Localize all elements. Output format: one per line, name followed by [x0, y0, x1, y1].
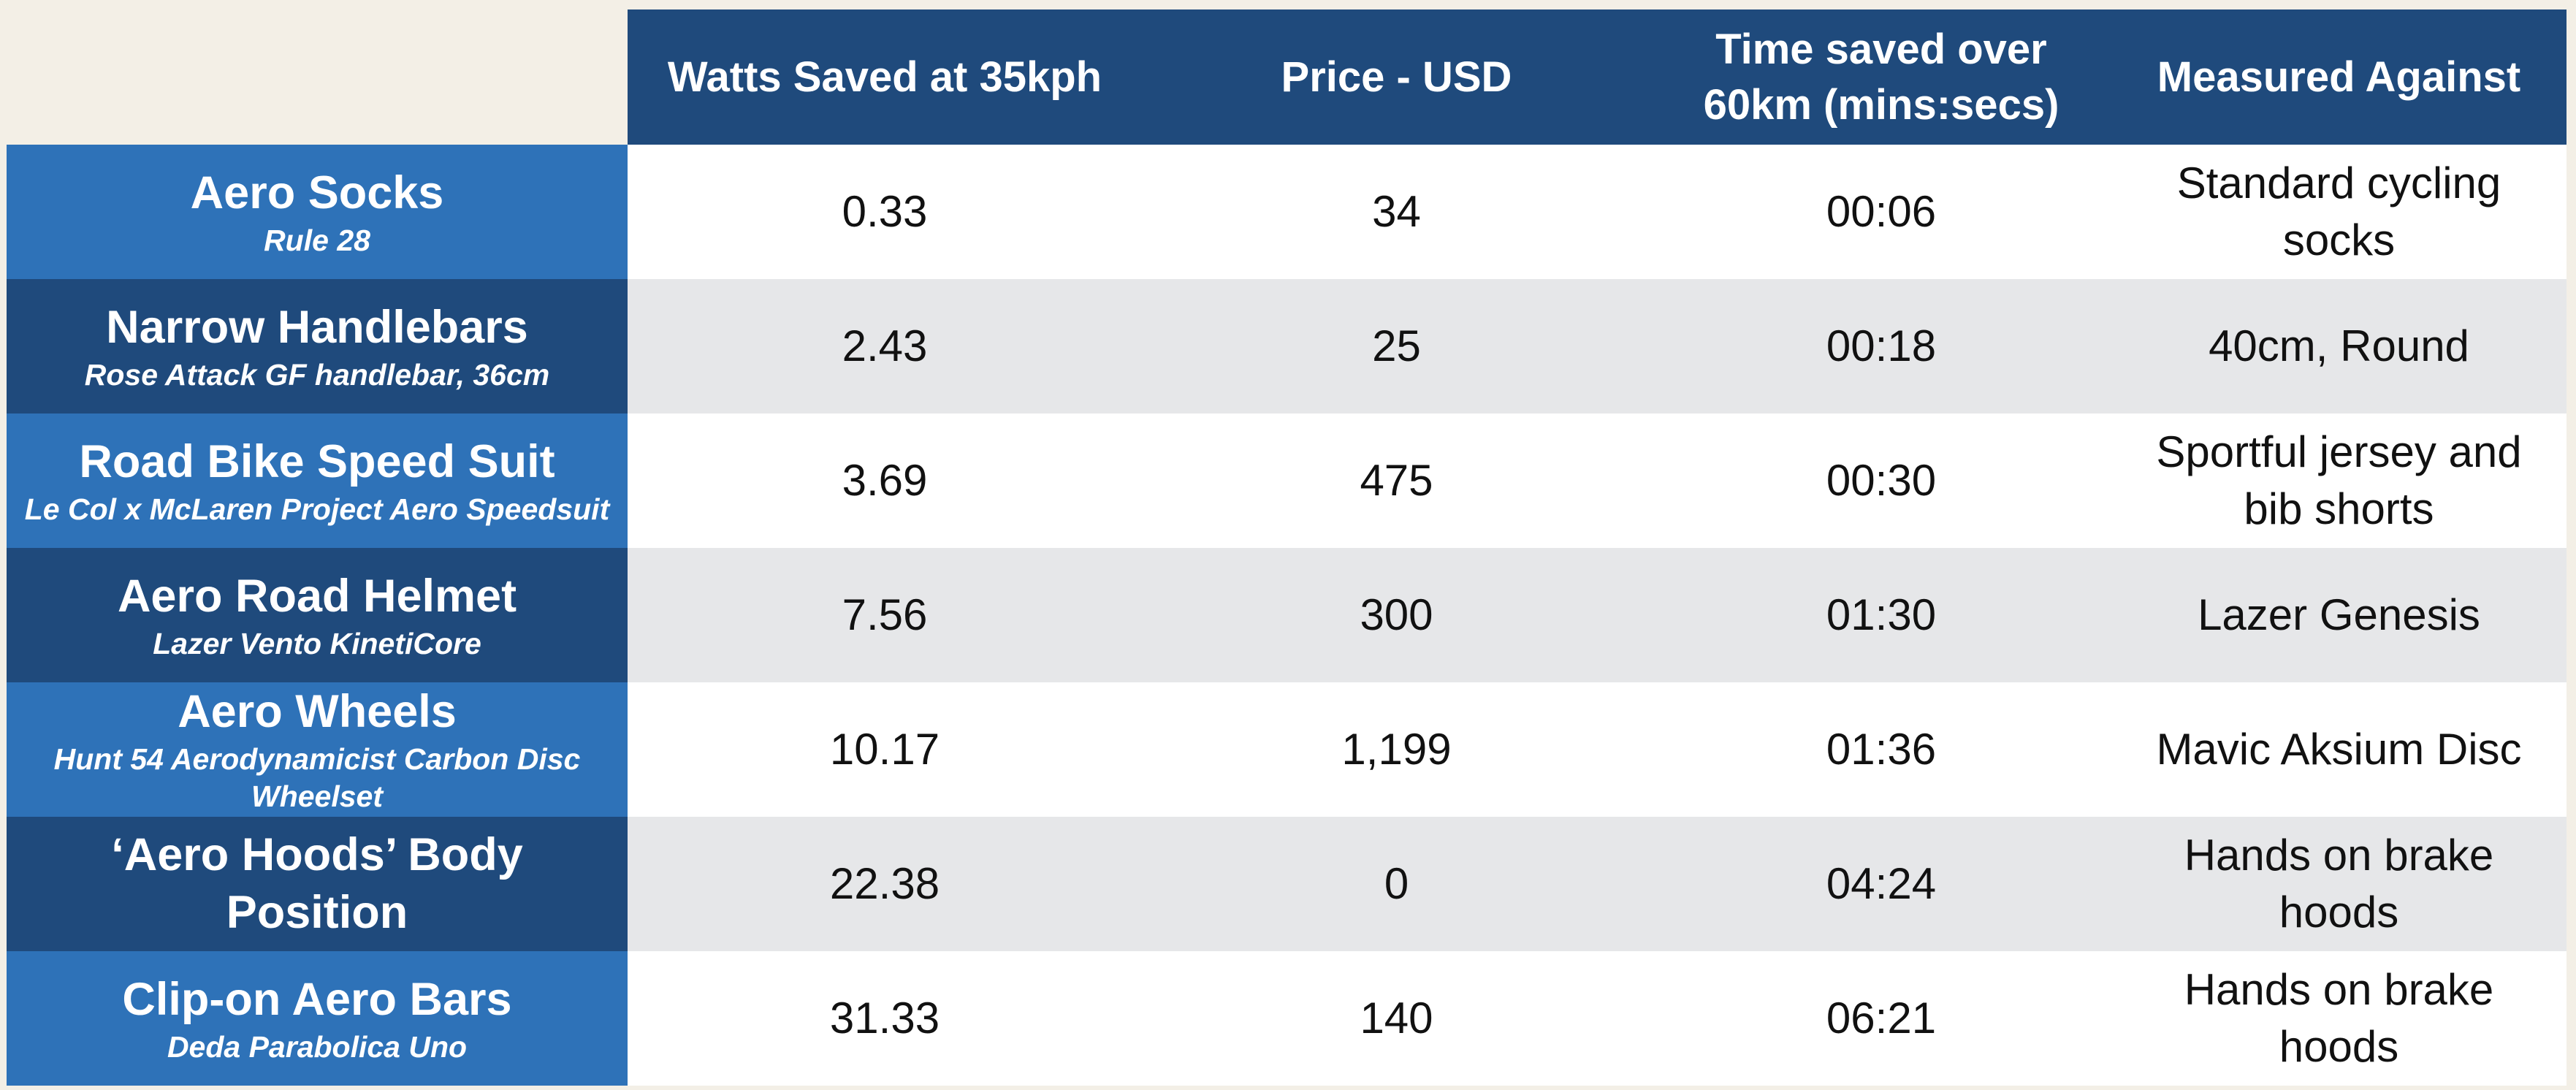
table-cell: Standard cycling socks [2111, 145, 2567, 279]
column-header: Price - USD [1142, 9, 1651, 145]
row-header: Aero Wheels Hunt 54 Aerodynamicist Carbon… [7, 682, 628, 817]
table-cell: 25 [1142, 279, 1651, 413]
item-product: Lazer Vento KinetiCore [153, 626, 481, 660]
comparison-table: Watts Saved at 35kph Price - USD Time save… [7, 9, 2567, 1086]
table-cell: 0.33 [628, 145, 1142, 279]
table-cell: 1,199 [1142, 682, 1651, 817]
table-cell: 01:30 [1651, 548, 2111, 682]
table-cell: 06:21 [1651, 951, 2111, 1086]
table-cell: 34 [1142, 145, 1651, 279]
table-cell: 475 [1142, 413, 1651, 548]
row-header: Aero Socks Rule 28 [7, 145, 628, 279]
row-header: Clip-on Aero Bars Deda Parabolica Uno [7, 951, 628, 1086]
row-header: ‘Aero Hoods’ Body Position [7, 817, 628, 951]
item-name: Road Bike Speed Suit [79, 436, 555, 487]
row-header: Aero Road Helmet Lazer Vento KinetiCore [7, 548, 628, 682]
table-cell: 2.43 [628, 279, 1142, 413]
item-product: Hunt 54 Aerodynamicist Carbon Disc Wheel… [53, 742, 581, 814]
column-header: Watts Saved at 35kph [628, 9, 1142, 145]
table-cell: 00:18 [1651, 279, 2111, 413]
table-cell: 0 [1142, 817, 1651, 951]
table-cell: 10.17 [628, 682, 1142, 817]
table-cell: 00:06 [1651, 145, 2111, 279]
item-name: Aero Wheels [178, 686, 457, 738]
empty-corner [7, 9, 628, 145]
table-cell: 7.56 [628, 548, 1142, 682]
item-name: Narrow Handlebars [106, 302, 528, 353]
table-cell: 300 [1142, 548, 1651, 682]
table-cell: 01:36 [1651, 682, 2111, 817]
table-cell: Hands on brake hoods [2111, 951, 2567, 1086]
column-header: Measured Against [2111, 9, 2567, 145]
table-cell: 22.38 [628, 817, 1142, 951]
item-product: Le Col x McLaren Project Aero Speedsuit [24, 492, 610, 526]
table-cell: 140 [1142, 951, 1651, 1086]
item-product: Rose Attack GF handlebar, 36cm [84, 357, 550, 392]
table-cell: Hands on brake hoods [2111, 817, 2567, 951]
row-header: Road Bike Speed Suit Le Col x McLaren Pro… [7, 413, 628, 548]
table-cell: Mavic Aksium Disc [2111, 682, 2567, 817]
table-cell: 3.69 [628, 413, 1142, 548]
table-cell: 04:24 [1651, 817, 2111, 951]
item-product: Rule 28 [264, 223, 370, 257]
table-cell: 00:30 [1651, 413, 2111, 548]
item-name: Clip-on Aero Bars [122, 974, 512, 1025]
row-header: Narrow Handlebars Rose Attack GF handleba… [7, 279, 628, 413]
item-product: Deda Parabolica Uno [167, 1029, 468, 1064]
table-cell: 31.33 [628, 951, 1142, 1086]
column-header: Time saved over 60km (mins:secs) [1651, 9, 2111, 145]
item-name: ‘Aero Hoods’ Body Position [111, 829, 523, 938]
table-cell: Sportful jersey and bib shorts [2111, 413, 2567, 548]
item-name: Aero Socks [190, 167, 444, 218]
table-cell: 40cm, Round [2111, 279, 2567, 413]
table-cell: Lazer Genesis [2111, 548, 2567, 682]
item-name: Aero Road Helmet [117, 571, 517, 622]
